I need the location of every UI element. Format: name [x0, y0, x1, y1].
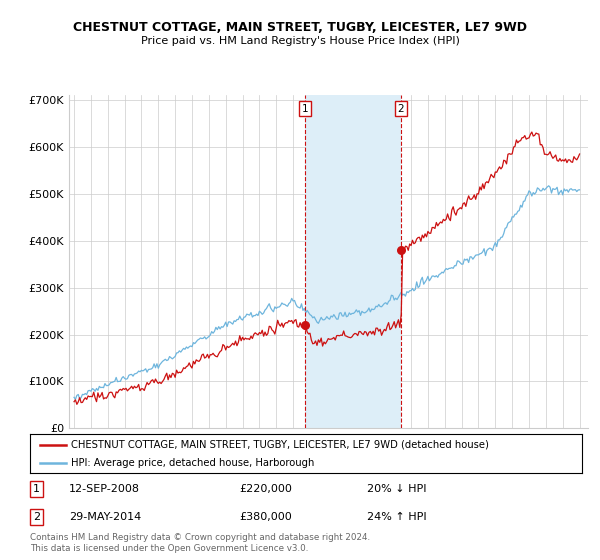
Text: 29-MAY-2014: 29-MAY-2014 — [68, 512, 141, 522]
Text: HPI: Average price, detached house, Harborough: HPI: Average price, detached house, Harb… — [71, 458, 315, 468]
Text: CHESTNUT COTTAGE, MAIN STREET, TUGBY, LEICESTER, LE7 9WD (detached house): CHESTNUT COTTAGE, MAIN STREET, TUGBY, LE… — [71, 440, 489, 450]
Text: 2: 2 — [398, 104, 404, 114]
Text: 2: 2 — [33, 512, 40, 522]
Point — [300, 321, 310, 330]
Text: £380,000: £380,000 — [240, 512, 293, 522]
Text: Contains HM Land Registry data © Crown copyright and database right 2024.
This d: Contains HM Land Registry data © Crown c… — [30, 533, 370, 553]
Text: 1: 1 — [33, 484, 40, 494]
Text: CHESTNUT COTTAGE, MAIN STREET, TUGBY, LEICESTER, LE7 9WD: CHESTNUT COTTAGE, MAIN STREET, TUGBY, LE… — [73, 21, 527, 34]
Bar — [305, 95, 401, 428]
Text: 20% ↓ HPI: 20% ↓ HPI — [367, 484, 426, 494]
Text: Price paid vs. HM Land Registry's House Price Index (HPI): Price paid vs. HM Land Registry's House … — [140, 36, 460, 46]
Text: 24% ↑ HPI: 24% ↑ HPI — [367, 512, 427, 522]
Point — [396, 246, 406, 255]
Text: 1: 1 — [302, 104, 308, 114]
Text: 12-SEP-2008: 12-SEP-2008 — [68, 484, 140, 494]
Text: £220,000: £220,000 — [240, 484, 293, 494]
